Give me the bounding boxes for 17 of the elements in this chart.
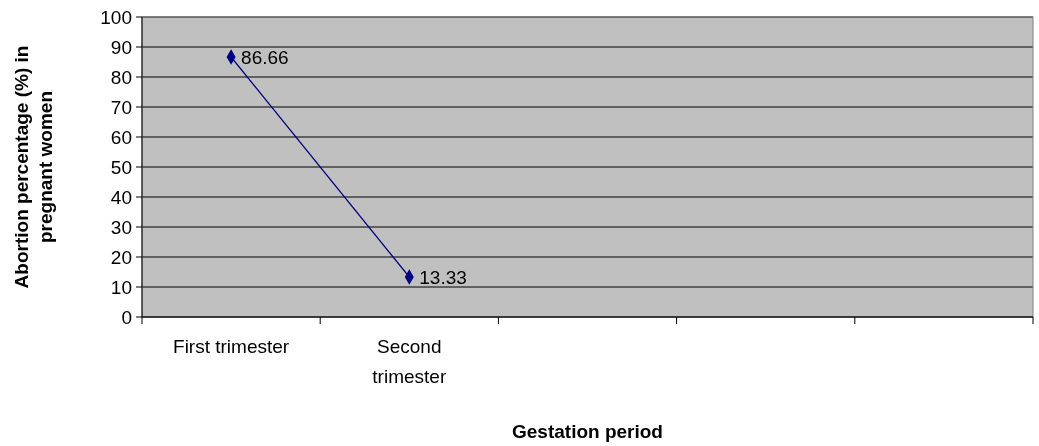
y-tick-label: 100 bbox=[100, 6, 132, 28]
x-tick-label: Second trimester bbox=[372, 336, 447, 387]
x-tick-label: First trimester bbox=[173, 336, 290, 357]
y-tick-label: 0 bbox=[121, 306, 132, 328]
x-axis-title: Gestation period bbox=[512, 421, 663, 442]
y-tick-label: 70 bbox=[110, 96, 132, 118]
data-label: 86.66 bbox=[241, 47, 289, 69]
y-tick-label: 80 bbox=[110, 66, 132, 88]
y-tick-label: 50 bbox=[110, 156, 132, 178]
y-axis-title: Abortion percentage (%) in pregnant women bbox=[11, 45, 56, 289]
y-tick-label: 60 bbox=[110, 126, 132, 148]
y-tick-label: 20 bbox=[110, 246, 132, 268]
y-tick-label: 40 bbox=[110, 186, 132, 208]
y-tick-label: 90 bbox=[110, 36, 132, 58]
y-tick-label: 30 bbox=[110, 216, 132, 238]
data-label: 13.33 bbox=[419, 267, 467, 289]
y-tick-label: 10 bbox=[110, 276, 132, 298]
